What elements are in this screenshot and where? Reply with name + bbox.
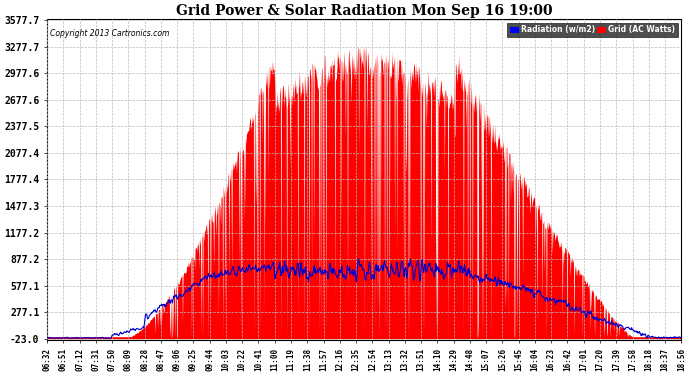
Legend: Radiation (w/m2), Grid (AC Watts): Radiation (w/m2), Grid (AC Watts) <box>507 23 678 37</box>
Title: Grid Power & Solar Radiation Mon Sep 16 19:00: Grid Power & Solar Radiation Mon Sep 16 … <box>176 4 553 18</box>
Text: Copyright 2013 Cartronics.com: Copyright 2013 Cartronics.com <box>50 29 170 38</box>
